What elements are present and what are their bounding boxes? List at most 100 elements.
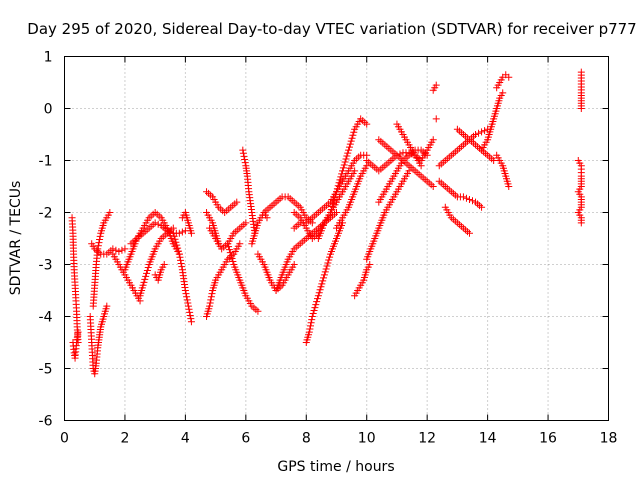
data-point bbox=[350, 128, 358, 136]
data-point bbox=[95, 239, 103, 247]
series-arc-18 bbox=[239, 146, 259, 237]
data-point bbox=[207, 296, 215, 304]
series-arc-04 bbox=[89, 209, 114, 310]
series-arc-31 bbox=[375, 146, 431, 206]
data-point bbox=[240, 152, 248, 160]
data-point bbox=[343, 152, 351, 160]
series-arc-43 bbox=[493, 151, 513, 190]
data-point bbox=[429, 136, 437, 144]
data-point bbox=[181, 287, 189, 294]
data-point bbox=[103, 302, 111, 310]
data-point bbox=[317, 283, 325, 291]
data-point bbox=[329, 200, 337, 208]
data-point bbox=[318, 280, 326, 288]
data-point bbox=[74, 328, 82, 336]
data-point bbox=[315, 289, 323, 297]
x-tick-label: 2 bbox=[120, 431, 129, 447]
y-tick-label: -1 bbox=[39, 154, 53, 170]
data-point bbox=[206, 299, 214, 307]
data-point bbox=[171, 235, 179, 243]
data-point bbox=[505, 183, 513, 190]
data-point bbox=[226, 249, 234, 257]
series-arc-36 bbox=[432, 115, 440, 123]
data-point bbox=[141, 275, 149, 283]
data-point bbox=[314, 295, 322, 303]
series-arc-01 bbox=[68, 214, 82, 346]
data-point bbox=[478, 203, 486, 211]
data-point bbox=[335, 179, 343, 187]
data-point bbox=[432, 115, 440, 123]
data-point bbox=[96, 232, 104, 240]
data-point bbox=[465, 196, 473, 203]
data-point bbox=[332, 191, 340, 199]
series-arc-12 bbox=[178, 209, 195, 237]
plot-frame bbox=[64, 56, 609, 421]
data-point bbox=[342, 155, 350, 163]
data-point bbox=[225, 243, 233, 251]
data-point bbox=[224, 240, 232, 248]
x-tick-label: 18 bbox=[600, 431, 618, 447]
data-point bbox=[142, 272, 150, 280]
y-tick-label: -4 bbox=[39, 310, 53, 326]
series-arc-26 bbox=[314, 115, 371, 242]
data-point bbox=[115, 248, 123, 255]
data-point bbox=[475, 129, 483, 137]
y-tick-label: 0 bbox=[44, 102, 53, 118]
data-point bbox=[225, 246, 233, 254]
data-point bbox=[241, 155, 249, 163]
data-point bbox=[314, 292, 322, 300]
data-point bbox=[339, 164, 347, 172]
series-arc-41 bbox=[478, 89, 507, 154]
data-point bbox=[347, 137, 355, 145]
x-tick-label: 14 bbox=[479, 431, 497, 447]
data-point bbox=[186, 311, 194, 319]
series-arc-17 bbox=[224, 240, 262, 315]
data-point bbox=[174, 247, 182, 255]
data-point bbox=[307, 322, 315, 330]
data-point bbox=[345, 143, 353, 151]
series-arc-21 bbox=[260, 193, 316, 227]
series-arc-45 bbox=[574, 157, 585, 227]
data-point bbox=[208, 290, 216, 298]
series-arc-35 bbox=[429, 81, 440, 94]
data-point bbox=[106, 209, 114, 216]
series-arc-34 bbox=[417, 136, 437, 164]
series-arc-05 bbox=[88, 240, 129, 258]
series-arc-06 bbox=[109, 250, 144, 305]
data-point bbox=[465, 229, 473, 237]
series-arc-15 bbox=[203, 188, 241, 216]
data-point bbox=[183, 293, 191, 301]
data-point bbox=[176, 253, 184, 261]
y-axis-label: SDTVAR / TECUs bbox=[8, 181, 24, 296]
series-arc-27 bbox=[333, 162, 371, 232]
data-point bbox=[311, 304, 319, 312]
data-point bbox=[346, 140, 354, 148]
data-point bbox=[229, 258, 237, 266]
data-point bbox=[263, 214, 271, 222]
data-point bbox=[160, 261, 168, 268]
series-arc-03 bbox=[86, 302, 111, 378]
data-point bbox=[185, 305, 193, 313]
series-arc-39 bbox=[441, 203, 473, 237]
series-arc-37 bbox=[435, 177, 486, 211]
data-point bbox=[154, 220, 162, 228]
data-point bbox=[326, 253, 334, 261]
data-point bbox=[321, 268, 329, 276]
data-point bbox=[175, 250, 183, 258]
data-point bbox=[472, 131, 480, 138]
data-point bbox=[121, 245, 129, 253]
series-arc-10 bbox=[151, 261, 168, 284]
data-point bbox=[186, 308, 194, 316]
data-point bbox=[94, 242, 102, 250]
data-point bbox=[337, 173, 345, 181]
y-tick-label: -5 bbox=[39, 362, 53, 378]
series-arc-25 bbox=[302, 219, 347, 346]
data-point bbox=[429, 183, 437, 190]
data-point bbox=[307, 319, 315, 327]
data-point bbox=[324, 259, 332, 267]
data-point bbox=[143, 266, 151, 274]
data-point bbox=[187, 315, 195, 323]
x-tick-label: 16 bbox=[539, 431, 557, 447]
data-point bbox=[206, 302, 214, 310]
data-point bbox=[187, 229, 195, 237]
